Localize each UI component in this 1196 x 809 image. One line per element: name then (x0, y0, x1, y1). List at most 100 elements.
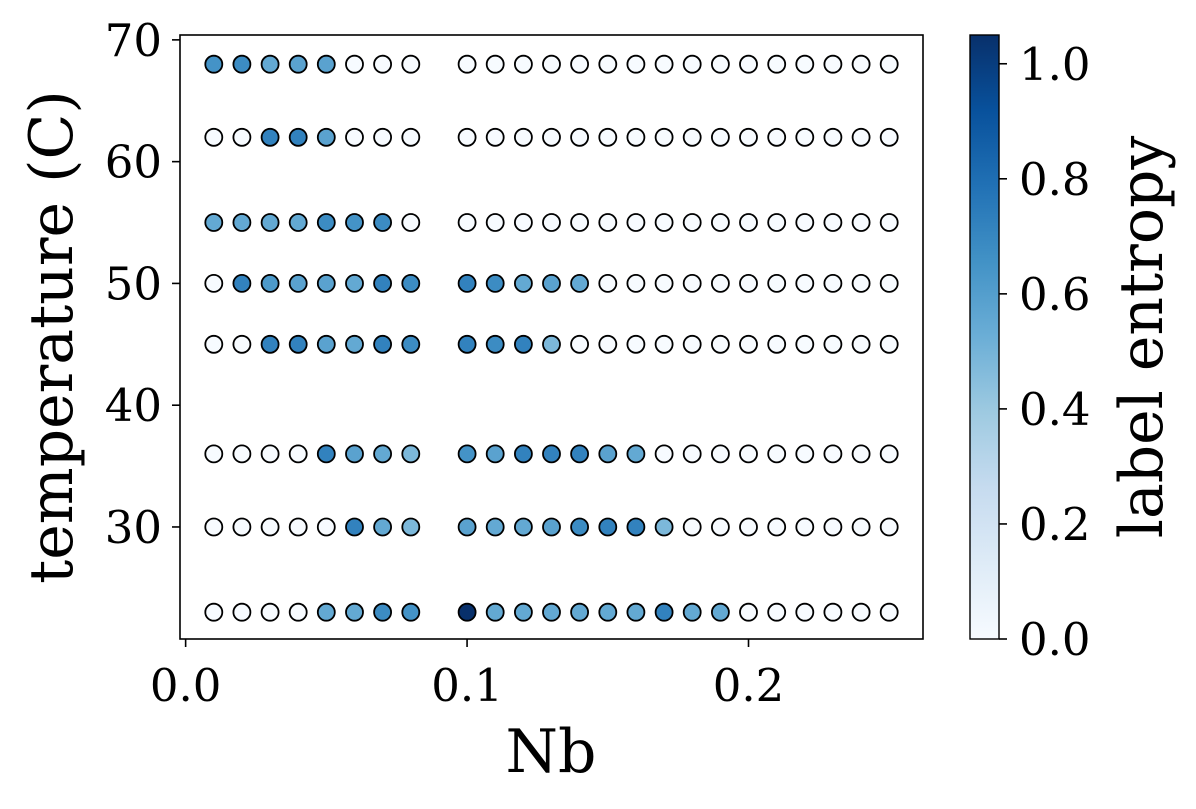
data-point (739, 602, 758, 622)
data-point (879, 517, 899, 537)
x-tick-label: 0.0 (150, 659, 222, 712)
y-axis-label: temperature (C) (17, 90, 87, 584)
data-point (288, 273, 308, 293)
data-point (654, 334, 674, 354)
data-point (823, 213, 843, 232)
data-point (626, 517, 646, 537)
data-point (879, 602, 899, 622)
data-point (682, 444, 702, 464)
data-point (570, 602, 589, 622)
data-point (260, 602, 280, 622)
data-point (401, 444, 421, 464)
colorbar-tick-label: 0.0 (1019, 613, 1091, 666)
data-point (795, 517, 815, 537)
data-point (514, 334, 533, 354)
x-axis: 0.0 0.1 0.2 (150, 639, 784, 712)
data-point (626, 273, 646, 293)
data-point (542, 602, 561, 622)
data-point (485, 444, 505, 464)
data-point (654, 273, 674, 293)
data-point (739, 54, 758, 74)
data-point (373, 127, 393, 147)
data-point (626, 213, 646, 232)
data-point (626, 127, 646, 147)
data-point (514, 602, 533, 622)
y-axis: 30 40 50 60 70 (105, 14, 180, 554)
data-point (485, 127, 505, 147)
data-point (345, 444, 364, 464)
x-axis-label: Nb (506, 717, 597, 787)
data-point (767, 517, 787, 537)
data-point (598, 602, 618, 622)
data-point (514, 54, 533, 74)
data-point (260, 444, 280, 464)
data-point (711, 517, 730, 537)
data-point (232, 127, 252, 147)
data-point (598, 213, 618, 232)
data-point (654, 444, 674, 464)
data-point (711, 602, 730, 622)
data-point (345, 602, 364, 622)
data-point (823, 127, 843, 147)
data-point (767, 444, 787, 464)
data-point (682, 127, 702, 147)
data-point (767, 602, 787, 622)
data-point (373, 517, 393, 537)
data-point (457, 334, 477, 354)
data-point (570, 127, 589, 147)
data-point (570, 444, 589, 464)
data-point (626, 602, 646, 622)
data-point (570, 54, 589, 74)
data-point (767, 334, 787, 354)
data-point (598, 334, 618, 354)
data-point (682, 517, 702, 537)
data-point (823, 54, 843, 74)
data-point (204, 334, 224, 354)
colorbar-label: label entropy (1107, 136, 1177, 539)
data-point (288, 602, 308, 622)
data-point (316, 334, 336, 354)
data-point (795, 54, 815, 74)
data-point (739, 127, 758, 147)
data-point (316, 54, 336, 74)
data-point (345, 517, 364, 537)
data-point (598, 517, 618, 537)
data-point (795, 602, 815, 622)
data-point (654, 127, 674, 147)
data-point (598, 273, 618, 293)
data-point (682, 213, 702, 232)
data-point (204, 54, 224, 74)
data-point (795, 127, 815, 147)
data-point (739, 273, 758, 293)
colorbar-tick-label: 0.4 (1019, 383, 1091, 436)
data-point (570, 334, 589, 354)
data-point (457, 54, 477, 74)
data-point (514, 444, 533, 464)
data-point (570, 273, 589, 293)
data-point (879, 127, 899, 147)
data-point (514, 127, 533, 147)
y-tick-label: 60 (105, 136, 162, 189)
data-point (851, 334, 871, 354)
data-point (739, 213, 758, 232)
data-point (288, 213, 308, 232)
data-point (401, 54, 421, 74)
data-point (851, 127, 871, 147)
y-tick-label: 40 (105, 379, 162, 432)
data-point (626, 334, 646, 354)
data-point (260, 213, 280, 232)
data-point (879, 54, 899, 74)
data-point (542, 213, 561, 232)
data-point (373, 54, 393, 74)
data-point (485, 334, 505, 354)
colorbar-tick-label: 0.8 (1019, 153, 1091, 206)
data-point (260, 273, 280, 293)
data-point (232, 602, 252, 622)
data-point (288, 444, 308, 464)
data-point (682, 602, 702, 622)
data-point (288, 334, 308, 354)
data-point (767, 213, 787, 232)
data-point (457, 273, 477, 293)
x-tick-label: 0.2 (713, 659, 785, 712)
data-point (851, 602, 871, 622)
